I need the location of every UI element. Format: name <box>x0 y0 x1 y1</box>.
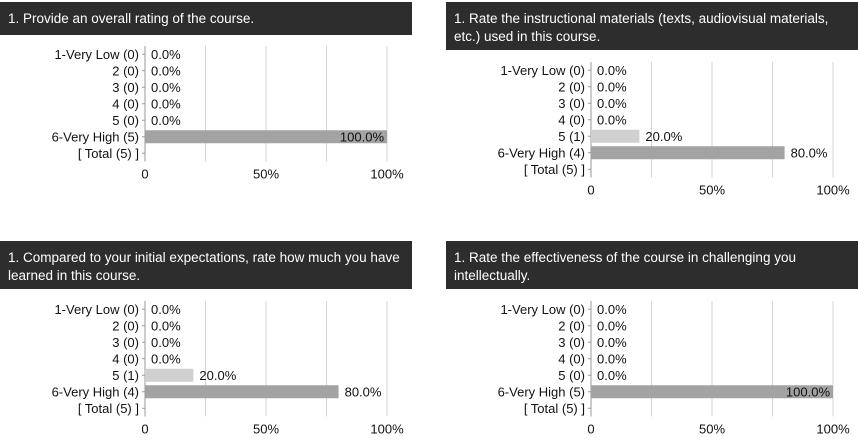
category-label: 5 (1) <box>558 129 585 144</box>
category-label: 3 (0) <box>112 335 139 350</box>
bar <box>591 146 785 160</box>
category-label: 2 (0) <box>112 318 139 333</box>
value-label: 0.0% <box>151 318 181 333</box>
category-label: 6-Very High (5) <box>52 129 139 144</box>
category-label: 2 (0) <box>558 318 585 333</box>
category-label: 4 (0) <box>558 112 585 127</box>
x-tick-label: 0 <box>141 422 148 437</box>
category-label: 6-Very High (4) <box>52 384 139 399</box>
bar-chart-overall-rating: 1-Very Low (0) 0.0% 2 (0) 0.0% 3 (0) 0.0% 4 (0… <box>52 46 404 182</box>
value-label: 0.0% <box>597 112 627 127</box>
value-label: 0.0% <box>151 80 181 95</box>
category-label: 2 (0) <box>112 63 139 78</box>
bar <box>145 368 194 382</box>
total-label: [ Total (5) ] <box>78 146 139 161</box>
category-label: 3 (0) <box>558 335 585 350</box>
x-tick-label: 100% <box>816 183 850 198</box>
category-label: 1-Very Low (0) <box>54 47 139 62</box>
value-label: 100.0% <box>340 129 385 144</box>
value-label: 0.0% <box>597 96 627 111</box>
category-label: 5 (0) <box>112 113 139 128</box>
x-tick-label: 50% <box>253 422 279 437</box>
category-label: 4 (0) <box>558 351 585 366</box>
category-label: 4 (0) <box>112 351 139 366</box>
value-label: 0.0% <box>151 113 181 128</box>
x-tick-label: 100% <box>370 167 404 182</box>
chart-title: 1. Rate the instructional materials (tex… <box>446 2 858 50</box>
x-tick-label: 0 <box>587 422 594 437</box>
category-label: 4 (0) <box>112 96 139 111</box>
chart-title: 1. Compared to your initial expectations… <box>0 241 412 289</box>
value-label: 0.0% <box>151 96 181 111</box>
x-tick-label: 100% <box>370 422 404 437</box>
value-label: 0.0% <box>151 63 181 78</box>
category-label: 1-Very Low (0) <box>54 302 139 317</box>
bar <box>591 129 640 143</box>
x-tick-label: 0 <box>141 167 148 182</box>
value-label: 0.0% <box>151 335 181 350</box>
total-label: [ Total (5) ] <box>524 162 585 177</box>
bar-chart-intellectual-challenge: 1-Very Low (0) 0.0% 2 (0) 0.0% 3 (0) 0.0% 4 (0… <box>498 301 850 437</box>
value-label: 0.0% <box>597 302 627 317</box>
x-tick-label: 0 <box>587 183 594 198</box>
category-label: 3 (0) <box>112 80 139 95</box>
category-label: 1-Very Low (0) <box>500 302 585 317</box>
chart-title: 1. Rate the effectiveness of the course … <box>446 241 858 289</box>
total-label: [ Total (5) ] <box>524 401 585 416</box>
bar <box>591 385 833 399</box>
bar-chart-instructional-materials: 1-Very Low (0) 0.0% 2 (0) 0.0% 3 (0) 0.0% 4 (0… <box>498 62 850 198</box>
value-label: 80.0% <box>791 145 828 160</box>
value-label: 0.0% <box>151 351 181 366</box>
value-label: 0.0% <box>597 368 627 383</box>
value-label: 0.0% <box>597 63 627 78</box>
value-label: 0.0% <box>597 318 627 333</box>
value-label: 0.0% <box>151 302 181 317</box>
value-label: 0.0% <box>597 79 627 94</box>
category-label: 3 (0) <box>558 96 585 111</box>
chart-title: 1. Provide an overall rating of the cour… <box>0 2 412 35</box>
value-label: 100.0% <box>786 384 831 399</box>
value-label: 0.0% <box>597 335 627 350</box>
x-tick-label: 50% <box>253 167 279 182</box>
value-label: 20.0% <box>199 368 236 383</box>
category-label: 6-Very High (4) <box>498 145 585 160</box>
category-label: 5 (1) <box>112 368 139 383</box>
value-label: 0.0% <box>597 351 627 366</box>
value-label: 0.0% <box>151 47 181 62</box>
category-label: 2 (0) <box>558 79 585 94</box>
bar <box>145 385 339 399</box>
category-label: 1-Very Low (0) <box>500 63 585 78</box>
x-tick-label: 100% <box>816 422 850 437</box>
x-tick-label: 50% <box>699 422 725 437</box>
value-label: 20.0% <box>645 129 682 144</box>
total-label: [ Total (5) ] <box>78 401 139 416</box>
x-tick-label: 50% <box>699 183 725 198</box>
bar-chart-learned-vs-expectations: 1-Very Low (0) 0.0% 2 (0) 0.0% 3 (0) 0.0% 4 (0… <box>52 301 404 437</box>
category-label: 5 (0) <box>558 368 585 383</box>
value-label: 80.0% <box>345 384 382 399</box>
bar <box>145 130 387 144</box>
category-label: 6-Very High (5) <box>498 384 585 399</box>
